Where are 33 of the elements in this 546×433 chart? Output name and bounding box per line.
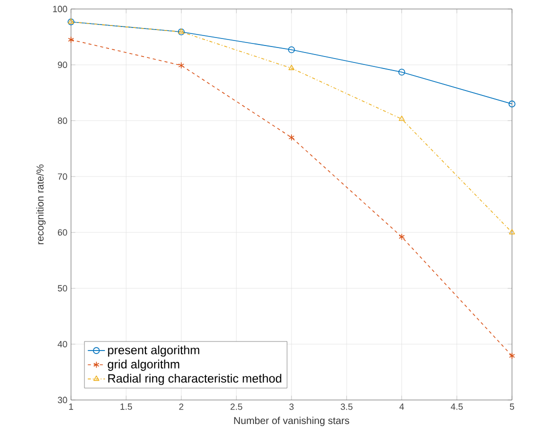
y-axis-title: recognition rate/% [36,164,46,244]
y-tick-label: 80 [58,118,68,124]
y-tick-label: 90 [58,62,68,68]
legend-label: Radial ring characteristic method [108,374,282,386]
y-tick-label: 50 [58,285,68,292]
point [178,62,184,69]
point [398,233,405,240]
y-tick-label: 40 [58,340,68,348]
y-tick-label: 30 [58,396,68,404]
x-tick-label: 2 [179,404,184,410]
point [288,134,294,141]
y-tick-label: 100 [53,6,68,12]
x-tick-label: 1.5 [120,404,132,410]
y-tick-label: 70 [58,173,68,180]
point [68,36,74,44]
x-tick-label: 5 [510,404,514,410]
point [508,229,515,234]
y-tick-label: 60 [58,229,68,236]
x-tick-label: 3 [289,404,294,410]
x-tick-label: 1 [69,404,74,410]
point [398,68,406,76]
point [398,116,405,121]
point [288,64,294,70]
x-tick-label: 2.5 [230,404,242,410]
x-axis-title: Number of vanishing stars [234,416,350,426]
x-tick-label: 3.5 [340,404,352,410]
x-tick-label: 4.5 [450,404,463,410]
x-tick-label: 4 [399,404,404,410]
legend-label: grid algorithm [108,360,180,371]
legend-label: present algorithm [108,345,200,357]
point [508,100,516,108]
point [288,46,295,54]
point [508,352,515,360]
